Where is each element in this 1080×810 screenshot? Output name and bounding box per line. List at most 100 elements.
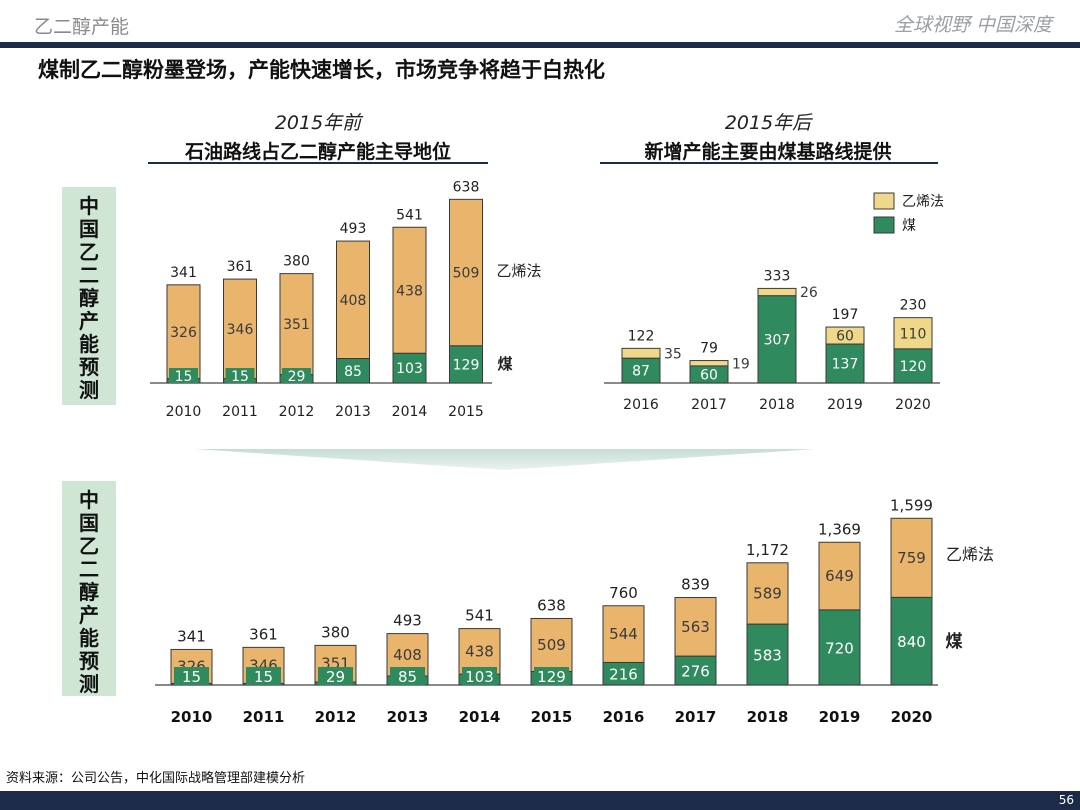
bar-coal-2017 bbox=[674, 655, 717, 686]
value-coal-2010: 15 bbox=[182, 668, 201, 686]
bar-coal-2020 bbox=[893, 348, 933, 384]
side-label-char: 乙 bbox=[79, 240, 99, 264]
total-2014: 541 bbox=[465, 607, 494, 625]
series-label-coal: 煤 bbox=[946, 631, 963, 652]
value-coal-2018: 307 bbox=[764, 332, 791, 348]
tick-2013: 2013 bbox=[335, 404, 371, 420]
bar-ethylene-2012 bbox=[279, 273, 314, 376]
value-coal-2010: 15 bbox=[175, 369, 193, 385]
total-2013: 493 bbox=[393, 612, 422, 630]
tick-2019: 2019 bbox=[827, 397, 863, 413]
side-label-char: 预 bbox=[79, 649, 99, 673]
bar-coal-2018 bbox=[746, 623, 789, 686]
coal-label-bg-2014 bbox=[462, 667, 497, 685]
legend-label-0: 乙烯法 bbox=[902, 194, 944, 210]
value-coal-2020: 120 bbox=[900, 359, 927, 375]
side-label-char: 测 bbox=[79, 672, 99, 696]
total-2018: 333 bbox=[764, 268, 791, 284]
value-coal-2015: 129 bbox=[453, 357, 480, 373]
total-2019: 1,369 bbox=[818, 520, 861, 538]
total-2012: 380 bbox=[321, 623, 350, 641]
total-2011: 361 bbox=[249, 625, 278, 643]
tick-2014: 2014 bbox=[459, 708, 501, 726]
bar-ethylene-2017 bbox=[689, 360, 729, 367]
value-coal-2016: 87 bbox=[632, 364, 650, 380]
side-label-char: 能 bbox=[79, 626, 99, 650]
bar-ethylene-2016 bbox=[621, 347, 661, 359]
tick-2013: 2013 bbox=[387, 708, 429, 726]
side-label-char: 预 bbox=[79, 355, 99, 379]
value-coal-2012: 29 bbox=[326, 668, 345, 686]
transition-wedge bbox=[195, 449, 815, 470]
tick-2010: 2010 bbox=[166, 404, 202, 420]
total-2016: 760 bbox=[609, 584, 638, 602]
chart-full: 3261534120103461536120113512938020124088… bbox=[155, 496, 994, 726]
side-label-char: 国 bbox=[79, 511, 99, 535]
bar-coal-2017 bbox=[689, 365, 729, 384]
tick-2018: 2018 bbox=[759, 397, 795, 413]
section-title: 乙二醇产能 bbox=[34, 16, 130, 38]
tick-2018: 2018 bbox=[747, 708, 789, 726]
value-coal-2020: 840 bbox=[897, 633, 926, 651]
value-ethylene-2013: 408 bbox=[340, 293, 367, 309]
tick-2020: 2020 bbox=[895, 397, 931, 413]
value-ethylene-2019: 649 bbox=[825, 567, 854, 585]
value-ethylene-2016: 35 bbox=[664, 346, 682, 362]
bar-ethylene-2015 bbox=[530, 617, 573, 673]
bar-ethylene-2014 bbox=[458, 628, 501, 675]
left-subtitle: 2015年前 石油路线占乙二醇产能主导地位 bbox=[148, 108, 488, 164]
bar-ethylene-2011 bbox=[223, 278, 257, 380]
bar-coal-2016 bbox=[602, 661, 645, 686]
total-2020: 1,599 bbox=[890, 496, 933, 514]
bar-ethylene-2018 bbox=[746, 562, 789, 625]
side-label-char: 产 bbox=[79, 603, 99, 627]
value-ethylene-2015: 509 bbox=[537, 636, 566, 654]
total-2010: 341 bbox=[170, 265, 197, 281]
charts-canvas: 3261534120103461536120113512938020124088… bbox=[150, 179, 994, 726]
value-ethylene-2020: 110 bbox=[900, 326, 927, 342]
side-label-char: 能 bbox=[79, 332, 99, 356]
value-coal-2015: 129 bbox=[537, 668, 566, 686]
value-coal-2018: 583 bbox=[753, 647, 782, 665]
bar-coal-2020 bbox=[890, 596, 933, 686]
bar-ethylene-2010 bbox=[166, 284, 201, 380]
total-2014: 541 bbox=[396, 207, 423, 223]
tick-2019: 2019 bbox=[819, 708, 861, 726]
tick-2017: 2017 bbox=[691, 397, 727, 413]
side-label-char: 二 bbox=[79, 557, 99, 581]
value-ethylene-2016: 544 bbox=[609, 625, 638, 643]
tick-2015: 2015 bbox=[531, 708, 573, 726]
right-subtitle-rule bbox=[600, 162, 938, 164]
side-label-char: 二 bbox=[79, 263, 99, 287]
tick-2016: 2016 bbox=[623, 397, 659, 413]
left-subtitle-italic: 2015年前 bbox=[274, 112, 362, 134]
total-2020: 230 bbox=[900, 298, 927, 314]
value-ethylene-2014: 438 bbox=[396, 283, 423, 299]
series-label-ethylene: 乙烯法 bbox=[946, 545, 994, 564]
total-2018: 1,172 bbox=[746, 541, 789, 559]
legend-swatch-0 bbox=[873, 192, 895, 210]
value-coal-2013: 85 bbox=[344, 364, 362, 380]
right-subtitle-bold: 新增产能主要由煤基路线提供 bbox=[644, 141, 892, 163]
value-ethylene-2014: 438 bbox=[465, 642, 494, 660]
tick-2012: 2012 bbox=[279, 404, 315, 420]
total-2019: 197 bbox=[832, 307, 859, 323]
tick-2010: 2010 bbox=[171, 708, 213, 726]
bar-ethylene-2016 bbox=[602, 605, 645, 663]
bar-ethylene-2013 bbox=[336, 240, 370, 360]
side-label-char: 乙 bbox=[79, 534, 99, 558]
left-subtitle-rule bbox=[148, 162, 488, 164]
slogan: 全球视野 中国深度 bbox=[893, 14, 1052, 36]
total-2010: 341 bbox=[177, 627, 206, 645]
value-ethylene-2018: 589 bbox=[753, 585, 782, 603]
legend-label-1: 煤 bbox=[902, 218, 916, 234]
bar-ethylene-2018 bbox=[757, 287, 797, 297]
value-coal-2013: 85 bbox=[398, 668, 417, 686]
left-subtitle-bold: 石油路线占乙二醇产能主导地位 bbox=[184, 141, 451, 163]
bar-ethylene-2017 bbox=[674, 597, 717, 657]
coal-label-bg-2012 bbox=[282, 368, 311, 383]
value-coal-2017: 276 bbox=[681, 663, 710, 681]
coal-label-bg-2010 bbox=[174, 667, 209, 685]
tick-2015: 2015 bbox=[448, 404, 484, 420]
value-coal-2016: 216 bbox=[609, 666, 638, 684]
